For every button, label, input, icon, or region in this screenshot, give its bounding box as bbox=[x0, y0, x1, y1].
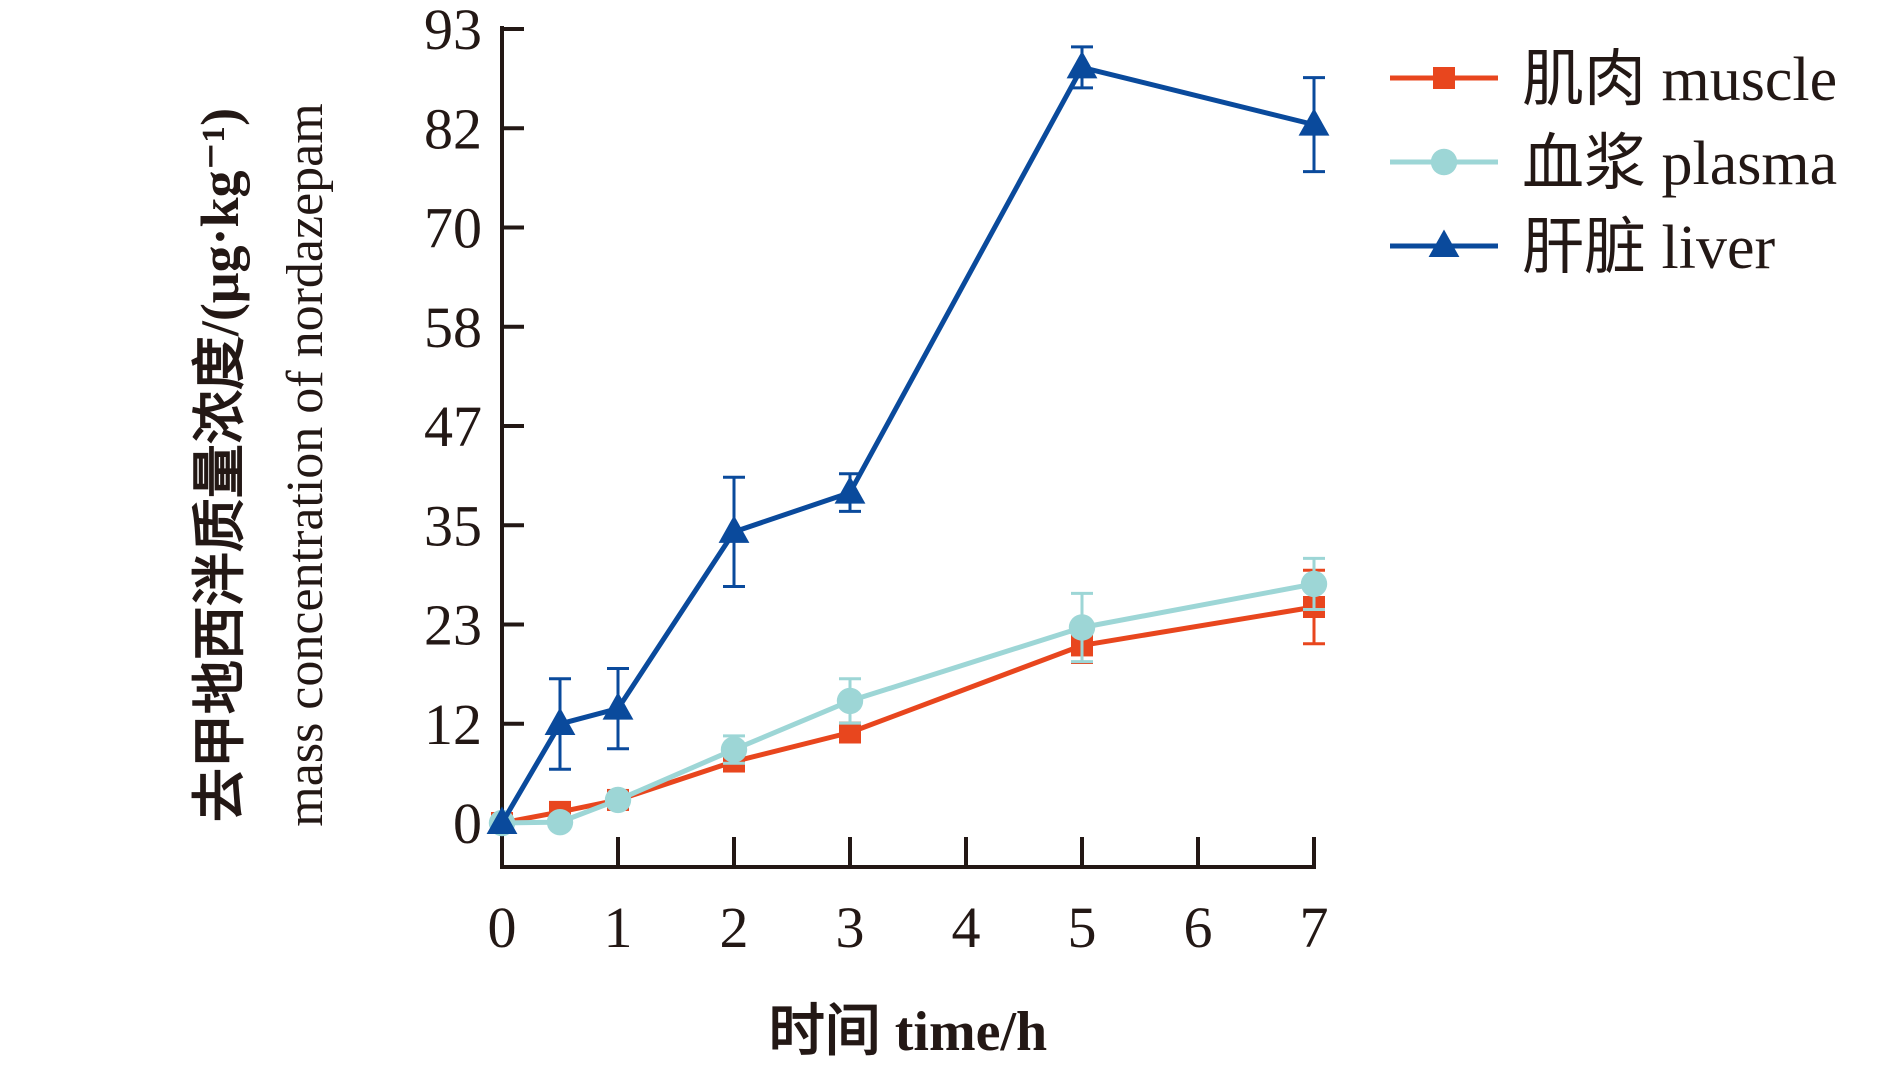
y-axis-label-cn: 去甲地西泮质量浓度/(μg·kg⁻¹) bbox=[190, 108, 250, 822]
x-tick-label: 0 bbox=[488, 895, 517, 960]
y-tick-label: 70 bbox=[424, 196, 482, 261]
marker-square bbox=[1433, 67, 1455, 89]
x-tick-label: 6 bbox=[1184, 895, 1213, 960]
x-tick-label: 5 bbox=[1068, 895, 1097, 960]
marker-triangle bbox=[1298, 108, 1330, 136]
marker-circle bbox=[720, 736, 748, 763]
y-axis-label-en: mass concentration of nordazepam bbox=[277, 103, 334, 826]
x-tick-label: 1 bbox=[604, 895, 633, 960]
legend-label: 肌肉 muscle bbox=[1522, 46, 1837, 114]
y-tick-label: 82 bbox=[424, 96, 482, 161]
marker-circle bbox=[604, 786, 632, 814]
marker-circle bbox=[1430, 148, 1458, 176]
marker-circle bbox=[546, 808, 574, 836]
marker-circle bbox=[1300, 570, 1328, 598]
series-plasma bbox=[488, 556, 1328, 837]
legend-item: 血浆 plasma bbox=[1390, 130, 1837, 198]
legend-label: 肝脏 liver bbox=[1522, 214, 1775, 282]
marker-circle bbox=[836, 687, 864, 715]
legend-item: 肌肉 muscle bbox=[1390, 46, 1837, 114]
marker-triangle bbox=[544, 707, 576, 735]
legend-label: 血浆 plasma bbox=[1522, 130, 1837, 198]
x-tick-label: 3 bbox=[836, 895, 865, 960]
x-tick-label: 4 bbox=[952, 895, 981, 960]
y-tick-label: 12 bbox=[424, 692, 482, 757]
marker-triangle bbox=[486, 806, 518, 834]
y-tick-label: 23 bbox=[424, 593, 482, 658]
series-group bbox=[486, 45, 1330, 837]
series-liver bbox=[486, 45, 1330, 834]
legend: 肌肉 muscle 血浆 plasma 肝脏 liver bbox=[1390, 46, 1837, 282]
y-tick-label: 47 bbox=[424, 394, 482, 459]
x-axis-label: 时间 time/h bbox=[769, 1001, 1047, 1062]
legend-item: 肝脏 liver bbox=[1390, 214, 1775, 282]
y-tick-label: 0 bbox=[453, 791, 482, 856]
y-tick-label: 93 bbox=[424, 0, 482, 62]
x-tick-label: 2 bbox=[720, 895, 749, 960]
x-tick-label: 7 bbox=[1300, 895, 1329, 960]
marker-triangle bbox=[1066, 50, 1098, 79]
marker-circle bbox=[1068, 614, 1096, 641]
y-tick-label: 58 bbox=[424, 295, 482, 360]
marker-square bbox=[839, 721, 861, 744]
marker-triangle bbox=[602, 692, 634, 720]
marker-triangle bbox=[834, 476, 866, 504]
marker-triangle bbox=[1428, 229, 1460, 257]
y-tick-label: 35 bbox=[424, 493, 482, 558]
marker-triangle bbox=[718, 515, 750, 543]
